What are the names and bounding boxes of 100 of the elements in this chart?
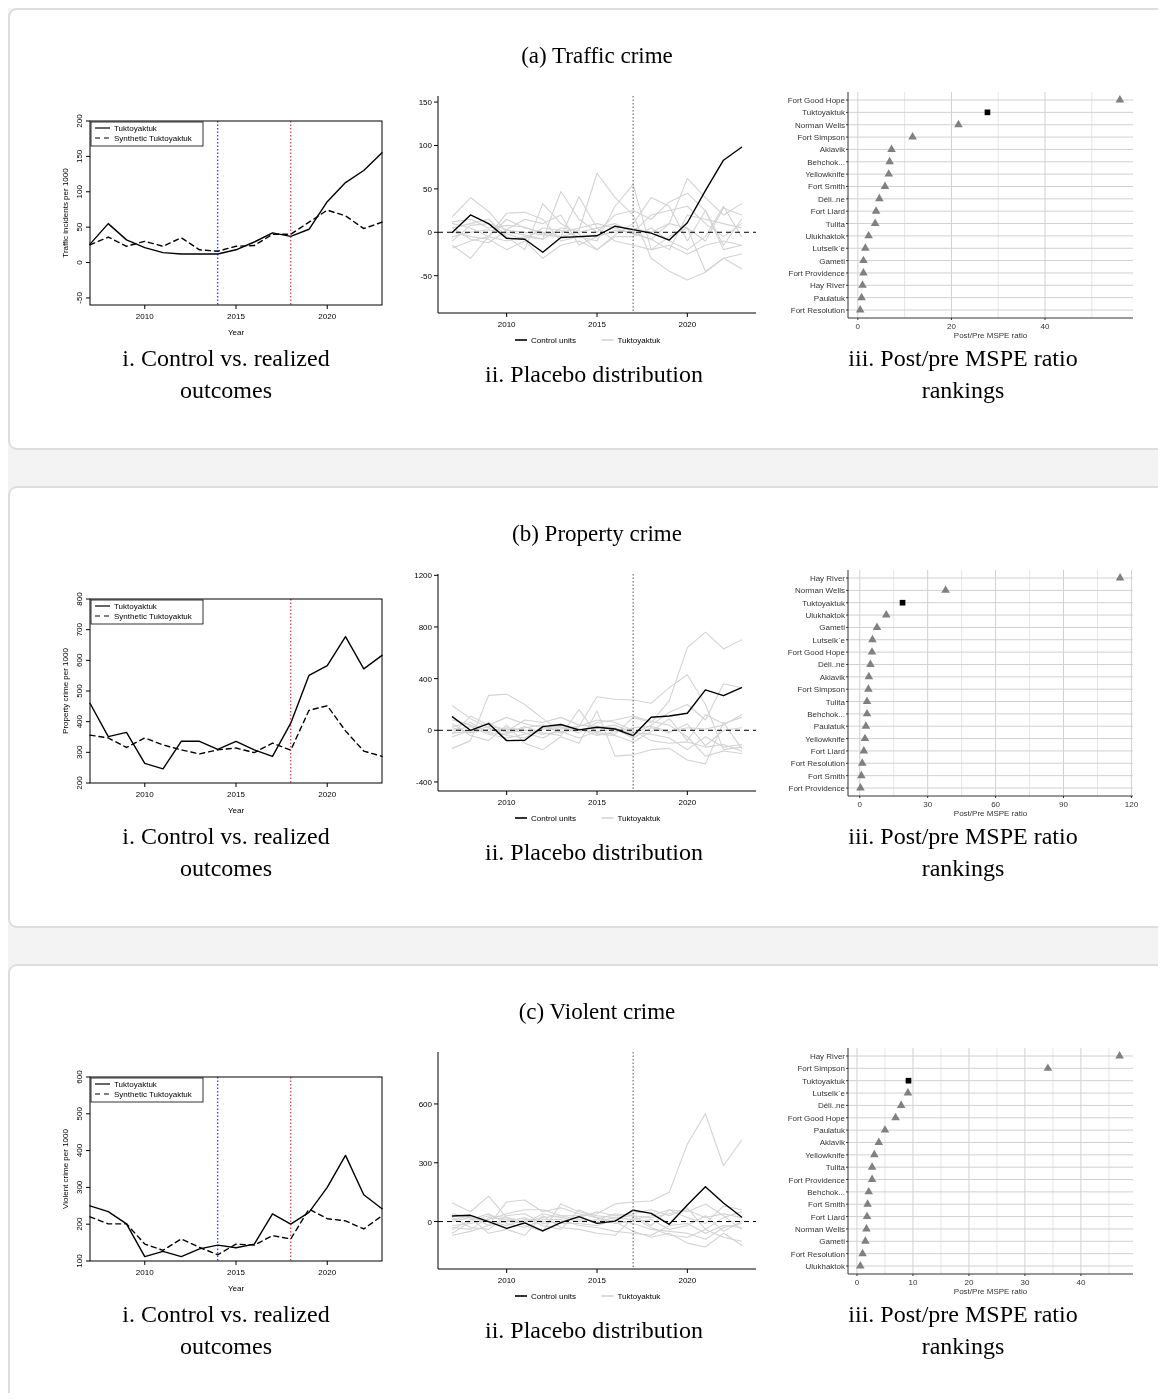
text: ii. Placebo distribution — [485, 839, 703, 865]
y-tick-label: Fort Liard — [810, 207, 845, 217]
text: i. Control vs. realized outcomes — [122, 345, 330, 403]
y-tick-label: Tuktoyaktuk — [802, 1076, 846, 1086]
x-tick-label: 2015 — [588, 1276, 607, 1285]
x-tick-label: 2010 — [135, 790, 155, 799]
y-tick-label: Fort Smith — [808, 771, 845, 781]
y-tick-label: 200 — [75, 113, 84, 128]
y-tick-label: Fort Providence — [788, 784, 846, 793]
y-tick-label: 700 — [75, 622, 84, 637]
y-tick-label: Fort Resolution — [790, 306, 845, 315]
y-tick-label: Fort Good Hope — [787, 648, 846, 658]
y-tick-label: Norman Wells — [794, 120, 845, 130]
legend-label: Control units — [531, 1292, 576, 1301]
x-tick-label: 0 — [855, 322, 861, 331]
y-axis-title: Violent crime per 1000 — [61, 1128, 70, 1209]
x-tick-label: 2020 — [318, 790, 337, 799]
x-tick-label: 2010 — [135, 312, 155, 321]
y-tick-label: Paulatuk — [813, 722, 846, 732]
legend-label: Tuktoyaktuk — [617, 814, 662, 823]
y-axis-title: Property crime per 1000 — [61, 647, 70, 734]
x-tick-label: 2015 — [588, 320, 607, 329]
x-tick-label: 60 — [991, 800, 1001, 809]
y-tick-label: 400 — [418, 674, 433, 684]
y-tick-label: Gameti — [819, 256, 846, 266]
x-tick-label: 2010 — [497, 798, 517, 807]
legend-label: Synthetic Tuktoyaktuk — [114, 612, 193, 621]
y-tick-label: 0 — [427, 726, 433, 736]
x-tick-label: 90 — [1059, 800, 1069, 809]
x-axis-title: Post/Pre MSPE ratio — [953, 809, 1028, 818]
x-tick-label: 2020 — [318, 1268, 337, 1277]
y-tick-label: Lutselk`e — [812, 244, 846, 254]
y-tick-label: 500 — [75, 1106, 84, 1121]
y-tick-label: 200 — [75, 775, 84, 790]
y-tick-label: Fort Smith — [808, 182, 845, 192]
y-tick-label: 300 — [418, 1158, 433, 1168]
x-axis-title: Year — [227, 1284, 245, 1293]
y-tick-label: Paulatuk — [813, 1126, 846, 1136]
y-tick-label: Hay River — [809, 281, 846, 291]
x-tick-label: 40 — [1040, 322, 1051, 331]
y-tick-label: Fort Resolution — [790, 759, 845, 769]
chart-subtitle: (c) Violent crime — [518, 999, 676, 1024]
y-tick-label: Fort Liard — [810, 746, 845, 756]
y-tick-label: Aklavik — [819, 1138, 846, 1148]
x-tick-label: 2010 — [497, 320, 517, 329]
y-tick-label: 0 — [427, 228, 433, 238]
x-tick-label: 2015 — [588, 798, 607, 807]
x-tick-label: 20 — [964, 1278, 974, 1287]
y-tick-label: Fort Providence — [788, 268, 846, 278]
y-tick-label: Hay River — [809, 574, 846, 583]
y-tick-label: Norman Wells — [794, 586, 845, 596]
x-tick-label: 120 — [1124, 800, 1139, 809]
legend-label: Tuktoyaktuk — [114, 602, 158, 611]
y-tick-label: 150 — [75, 149, 84, 164]
legend-label: Tuktoyaktuk — [617, 336, 662, 345]
x-tick-label: 2020 — [678, 1276, 697, 1285]
x-axis-title: Year — [227, 806, 245, 815]
y-tick-label: 600 — [75, 1069, 84, 1084]
y-tick-label: Fort Good Hope — [787, 96, 846, 105]
x-tick-label: 40 — [1076, 1278, 1086, 1287]
y-tick-label: Lutselk`e — [812, 1089, 846, 1099]
x-axis-title: Post/Pre MSPE ratio — [953, 331, 1028, 340]
legend-label: Tuktoyaktuk — [114, 124, 158, 133]
x-axis-title: Post/Pre MSPE ratio — [953, 1287, 1028, 1296]
y-tick-label: Ulukhaktok — [805, 611, 846, 621]
y-tick-label: 300 — [75, 1180, 84, 1195]
y-tick-label: 0 — [75, 259, 84, 265]
x-tick-label: 2010 — [135, 1268, 155, 1277]
x-tick-label: 10 — [908, 1278, 918, 1287]
y-tick-label: Yellowknife — [805, 734, 846, 744]
y-tick-label: Behchok... — [807, 1187, 845, 1197]
y-tick-label: Fort Simpson — [797, 685, 845, 695]
y-tick-label: Déli..ne — [817, 194, 846, 204]
x-tick-label: 2020 — [678, 320, 697, 329]
y-tick-label: 1200 — [414, 571, 433, 581]
y-tick-label: Ulukhaktok — [805, 231, 846, 241]
legend-label: Control units — [531, 814, 576, 823]
x-tick-label: 2020 — [318, 312, 337, 321]
x-tick-label: 2020 — [678, 798, 697, 807]
y-tick-label: Behchok... — [807, 157, 845, 167]
text: iii. Post/pre MSPE ratio rankings — [848, 1301, 1078, 1359]
y-tick-label: Yellowknife — [805, 170, 846, 180]
legend-label: Tuktoyaktuk — [114, 1080, 158, 1089]
y-tick-label: 300 — [75, 745, 84, 760]
y-tick-label: Yellowknife — [805, 1150, 846, 1160]
y-tick-label: -400 — [415, 777, 433, 787]
y-tick-label: Aklavik — [819, 672, 846, 682]
chart-subtitle: (a) Traffic crime — [521, 43, 673, 68]
y-tick-label: 100 — [75, 1253, 84, 1268]
y-tick-label: Gameti — [819, 623, 846, 633]
y-tick-label: Fort Liard — [810, 1212, 845, 1222]
y-tick-label: 400 — [75, 1143, 84, 1158]
y-tick-label: -50 — [420, 271, 433, 281]
x-tick-label: 30 — [923, 800, 933, 809]
y-axis-title: Traffic incidents per 1000 — [61, 167, 70, 258]
text: ii. Placebo distribution — [485, 361, 703, 387]
y-tick-label: Déli..ne — [817, 660, 846, 670]
y-tick-label: Paulatuk — [813, 293, 846, 303]
y-tick-label: 100 — [418, 141, 433, 151]
y-tick-label: Tulita — [825, 697, 846, 707]
